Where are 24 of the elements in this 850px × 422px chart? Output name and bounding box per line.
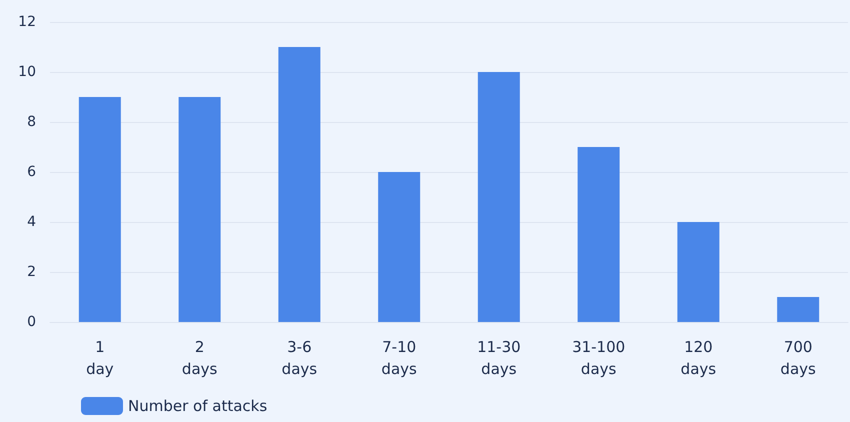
x-tick-label: 11-30 days: [477, 338, 521, 378]
y-tick-label: 4: [27, 214, 36, 230]
x-tick-label: 1 day: [86, 338, 114, 378]
bar: [78, 97, 121, 322]
y-tick-label: 8: [27, 114, 36, 130]
bar: [378, 172, 420, 322]
y-tick-label: 6: [27, 164, 36, 180]
y-tick-label: 0: [27, 314, 36, 330]
x-tick-label: 700 days: [780, 338, 816, 378]
y-tick-label: 2: [27, 264, 36, 280]
bar: [578, 147, 620, 322]
legend-label: Number of attacks: [128, 397, 268, 415]
bar: [278, 47, 320, 322]
bar: [178, 97, 221, 322]
x-tick-label: 3-6 days: [282, 338, 318, 378]
y-tick-label: 10: [18, 64, 36, 80]
x-tick-label: 120 days: [680, 338, 716, 378]
bar: [478, 72, 520, 322]
x-tick-label: 7-10 days: [381, 338, 418, 378]
bar: [777, 297, 820, 322]
x-tick-label: 31-100 days: [572, 338, 626, 378]
bar: [677, 222, 720, 322]
y-tick-label: 12: [18, 14, 36, 30]
x-tick-label: 2 days: [182, 338, 218, 378]
